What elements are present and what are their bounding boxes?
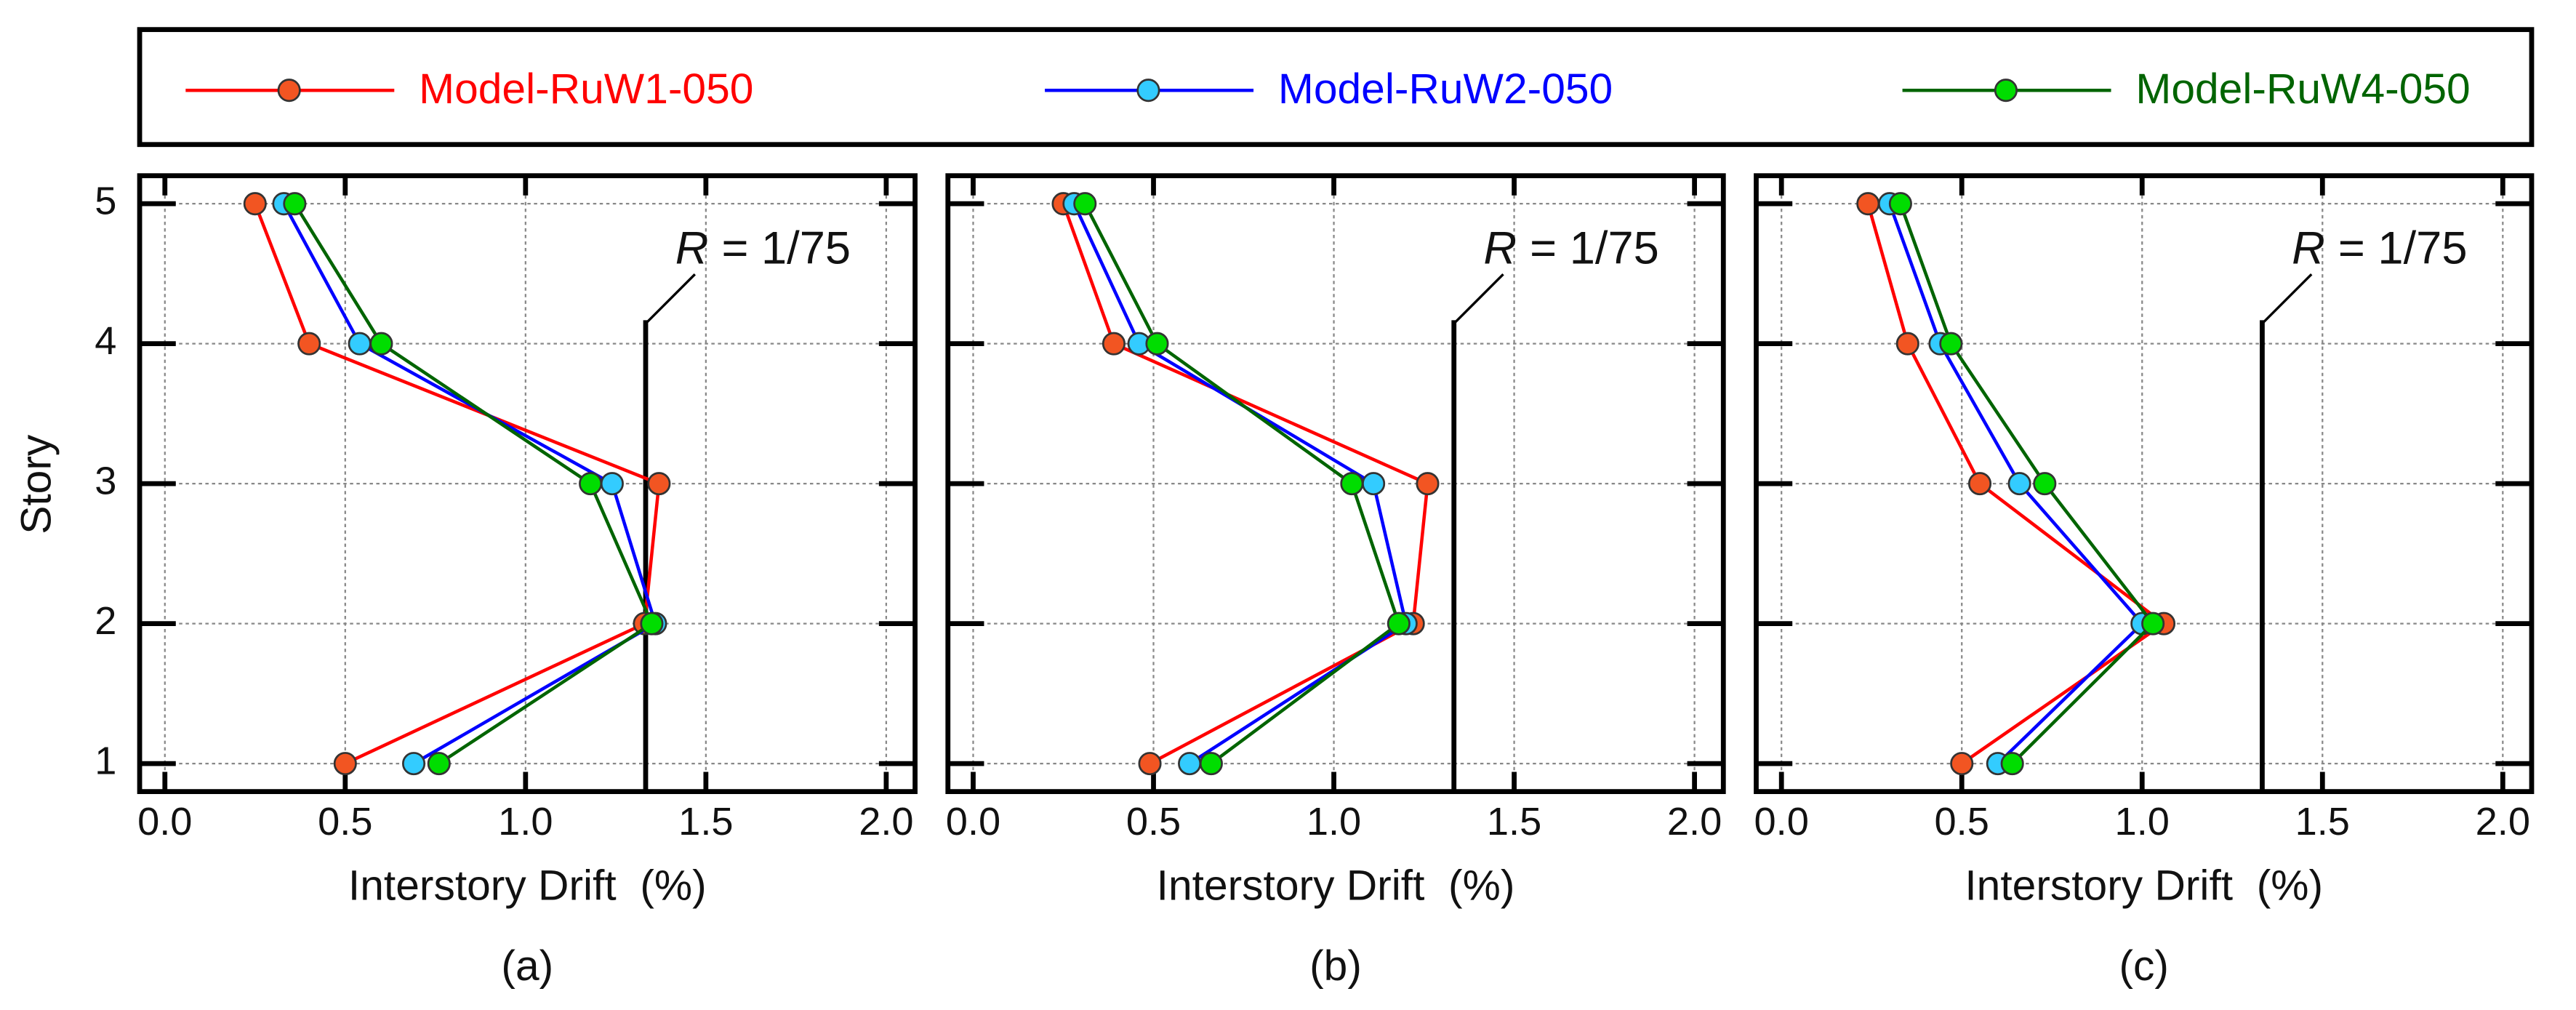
data-point	[1856, 192, 1880, 216]
annotation-leader	[2261, 273, 2313, 325]
x-axis-title: Interstory Drift (%)	[1965, 862, 2323, 909]
data-point	[1178, 752, 1202, 776]
data-point	[427, 752, 451, 776]
legend-marker	[1136, 79, 1160, 103]
plot-frame	[137, 173, 918, 795]
plot-frame	[1754, 173, 2535, 795]
data-point	[2007, 472, 2031, 496]
data-point	[348, 332, 372, 356]
x-tick-label: 1.0	[498, 800, 553, 843]
x-tick-label: 1.0	[2115, 800, 2170, 843]
data-point	[297, 332, 321, 356]
data-point	[1967, 472, 1992, 496]
y-tick-label: 3	[95, 459, 116, 502]
x-tick-label: 2.0	[2476, 800, 2530, 843]
data-point	[2000, 752, 2024, 776]
data-point	[1950, 752, 1974, 776]
x-tick-label: 0.0	[137, 800, 192, 843]
data-point	[402, 752, 426, 776]
x-tick-label: 1.5	[678, 800, 733, 843]
annotation-symbol: R	[675, 223, 709, 273]
annotation: R = 1/75	[2292, 223, 2467, 273]
x-axis-title: Interstory Drift (%)	[348, 862, 707, 909]
panel-caption: (a)	[501, 942, 553, 990]
annotation-text: = 1/75	[1530, 223, 1659, 273]
y-axis-title: Story	[13, 434, 60, 534]
data-point	[1416, 472, 1440, 496]
data-point	[1939, 332, 1963, 356]
x-tick-label: 2.0	[859, 800, 913, 843]
annotation-symbol: R	[1483, 223, 1517, 273]
panel-caption: (c)	[2119, 942, 2168, 990]
data-point	[1145, 332, 1169, 356]
panel-caption: (b)	[1309, 942, 1362, 990]
y-tick-label: 5	[95, 179, 116, 223]
x-tick-label: 2.0	[1667, 800, 1722, 843]
x-tick-label: 0.5	[318, 800, 372, 843]
data-point	[1073, 192, 1097, 216]
data-point	[1895, 332, 1919, 356]
y-tick-label: 1	[95, 739, 116, 782]
data-point	[243, 192, 267, 216]
annotation: R = 1/75	[1483, 223, 1658, 273]
x-tick-label: 0.5	[1126, 800, 1181, 843]
data-point	[600, 472, 624, 496]
annotation-symbol: R	[2292, 223, 2325, 273]
data-point	[2033, 472, 2057, 496]
x-axis-title: Interstory Drift (%)	[1157, 862, 1515, 909]
data-point	[1340, 472, 1364, 496]
annotation-leader	[1453, 273, 1504, 325]
data-point	[640, 612, 664, 636]
data-point	[1138, 752, 1162, 776]
legend-label: Model-RuW4-050	[2135, 65, 2470, 113]
data-point	[1362, 472, 1386, 496]
data-point	[1387, 612, 1411, 636]
legend-label: Model-RuW2-050	[1278, 65, 1613, 113]
annotation: R = 1/75	[675, 223, 851, 273]
legend-marker	[277, 79, 301, 103]
legend-marker	[1994, 79, 2018, 103]
annotation-text: = 1/75	[2338, 223, 2468, 273]
y-tick-label: 4	[95, 319, 116, 363]
x-tick-label: 0.0	[1754, 800, 1809, 843]
annotation-leader	[644, 273, 697, 325]
data-point	[369, 332, 393, 356]
data-point	[2141, 612, 2165, 636]
legend-box	[137, 27, 2535, 148]
x-tick-label: 0.5	[1935, 800, 1989, 843]
data-point	[283, 192, 307, 216]
annotation-text: = 1/75	[721, 223, 851, 273]
legend-label: Model-RuW1-050	[419, 65, 753, 113]
data-point	[579, 472, 603, 496]
plot-frame	[945, 173, 1726, 795]
x-tick-label: 1.5	[1487, 800, 1541, 843]
x-tick-label: 0.0	[946, 800, 1000, 843]
data-point	[1888, 192, 1912, 216]
data-point	[1102, 332, 1126, 356]
x-tick-label: 1.0	[1307, 800, 1361, 843]
y-tick-label: 2	[95, 599, 116, 643]
data-point	[647, 472, 671, 496]
data-point	[1199, 752, 1223, 776]
x-tick-label: 1.5	[2295, 800, 2350, 843]
data-point	[333, 752, 357, 776]
